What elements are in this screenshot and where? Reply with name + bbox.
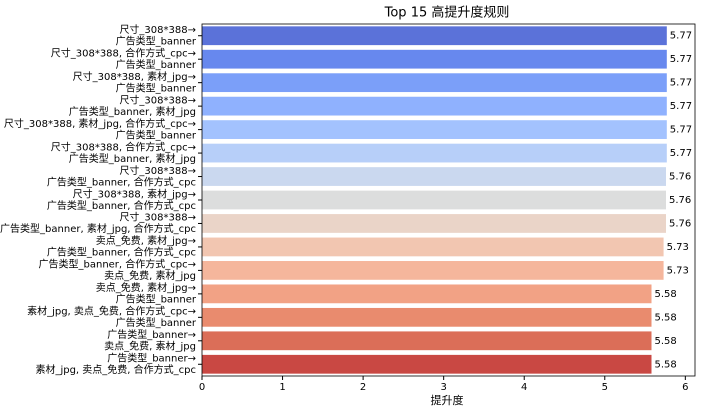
value-label: 5.76 <box>669 172 691 183</box>
y-tick-label: 素材_jpg, 卖点_免费, 合作方式_cpc→广告类型_banner <box>27 305 197 330</box>
x-tick-label: 4 <box>521 382 527 393</box>
value-label: 5.77 <box>670 78 692 89</box>
bar <box>202 214 666 233</box>
bar <box>202 120 667 139</box>
value-label: 5.77 <box>670 148 692 159</box>
bar <box>202 261 664 280</box>
y-tick-label: 广告类型_banner→素材_jpg, 卖点_免费, 合作方式_cpc <box>35 352 196 377</box>
value-label: 5.77 <box>670 54 692 65</box>
bar <box>202 354 652 374</box>
x-tick-label: 2 <box>360 382 366 393</box>
bar <box>202 190 666 210</box>
bar <box>202 331 652 351</box>
value-label: 5.76 <box>669 218 691 229</box>
bar <box>202 96 667 116</box>
bar <box>202 73 667 93</box>
value-label: 5.77 <box>670 125 692 136</box>
bar <box>202 307 652 327</box>
y-tick-label: 尺寸_308*388→广告类型_banner, 素材_jpg, 合作方式_cpc <box>0 211 196 236</box>
bar <box>202 26 667 46</box>
value-label: 5.58 <box>655 336 677 347</box>
y-tick-label: 尺寸_308*388, 素材_jpg→广告类型_banner <box>73 70 197 95</box>
y-tick-label: 尺寸_308*388, 合作方式_cpc→广告类型_banner <box>51 46 197 70</box>
x-tick-label: 5 <box>602 382 608 393</box>
plot-frame <box>201 23 696 377</box>
y-tick-label: 尺寸_308*388, 素材_jpg, 合作方式_cpc→广告类型_banner <box>4 117 197 142</box>
x-tick-label: 1 <box>279 382 285 393</box>
bar <box>202 49 667 69</box>
bar <box>202 237 664 257</box>
x-axis-label: 提升度 <box>431 393 464 407</box>
chart-title: Top 15 高提升度规则 <box>384 5 510 21</box>
x-tick-label: 0 <box>199 382 205 393</box>
bar <box>202 284 652 304</box>
value-label: 5.58 <box>655 289 677 300</box>
bar <box>202 143 667 163</box>
value-label: 5.73 <box>667 265 689 276</box>
x-tick-label: 3 <box>440 382 446 393</box>
y-tick-label: 广告类型_banner→卖点_免费, 素材_jpg <box>104 328 196 353</box>
value-label: 5.58 <box>655 312 677 323</box>
y-tick-label: 广告类型_banner, 合作方式_cpc→卖点_免费, 素材_jpg <box>39 258 197 283</box>
value-label: 5.58 <box>655 359 677 370</box>
bar <box>202 167 666 186</box>
y-tick-label: 尺寸_308*388→广告类型_banner <box>116 23 197 48</box>
y-tick-label: 尺寸_308*388, 素材_jpg→广告类型_banner, 合作方式_cpc <box>47 187 196 212</box>
y-tick-label: 尺寸_308*388, 合作方式_cpc→广告类型_banner, 素材_jpg <box>51 140 196 165</box>
y-tick-label: 卖点_免费, 素材_jpg→广告类型_banner, 合作方式_cpc <box>47 234 196 259</box>
y-tick-label: 尺寸_308*388→广告类型_banner, 素材_jpg <box>69 93 196 118</box>
value-label: 5.76 <box>669 195 691 206</box>
y-tick-label: 卖点_免费, 素材_jpg→广告类型_banner <box>96 281 197 306</box>
x-tick-label: 6 <box>682 382 688 393</box>
value-label: 5.77 <box>670 31 692 42</box>
y-tick-label: 尺寸_308*388→广告类型_banner, 合作方式_cpc <box>47 164 196 189</box>
value-label: 5.77 <box>670 101 692 112</box>
value-label: 5.73 <box>667 242 689 253</box>
